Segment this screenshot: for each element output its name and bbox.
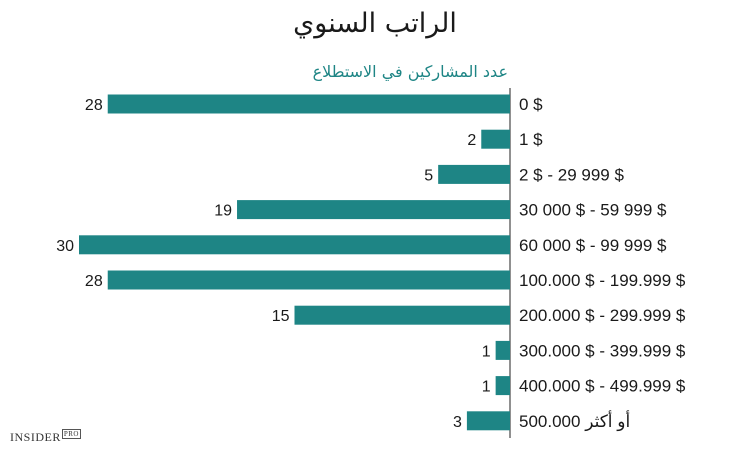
data-label: 28 — [85, 97, 103, 114]
axis-label: عدد المشاركين في الاستطلاع — [312, 62, 508, 81]
data-label: 30 — [56, 238, 74, 255]
bar — [107, 94, 510, 114]
bar — [79, 235, 510, 255]
category-label: 0 $ — [519, 95, 543, 114]
data-label: 15 — [272, 308, 290, 325]
bar — [107, 270, 510, 290]
category-label: 300.000 $ - 399.999 $ — [519, 341, 686, 360]
data-label: 5 — [424, 167, 433, 184]
bar — [495, 376, 510, 396]
brand-logo: INSIDER PRO — [10, 429, 81, 445]
brand-suffix: PRO — [61, 429, 81, 439]
data-label: 3 — [453, 414, 462, 431]
category-label: 1 $ — [519, 130, 543, 149]
bar — [481, 129, 510, 149]
brand-name: INSIDER — [10, 430, 61, 444]
data-label: 28 — [85, 273, 103, 290]
chart-title: الراتب السنوي — [293, 8, 457, 39]
data-label: 19 — [214, 203, 232, 220]
data-label: 1 — [482, 343, 491, 360]
category-label: 60 000 $ - 99 999 $ — [519, 236, 667, 255]
bar — [495, 340, 510, 360]
category-label: 400.000 $ - 499.999 $ — [519, 377, 686, 396]
category-label: 200.000 $ - 299.999 $ — [519, 306, 686, 325]
bar — [294, 305, 510, 325]
bar — [466, 411, 510, 431]
data-label: 2 — [467, 132, 476, 149]
data-label: 1 — [482, 379, 491, 396]
category-label: 2 $ - 29 999 $ — [519, 165, 624, 184]
bar — [237, 200, 511, 220]
bar — [438, 164, 510, 184]
category-label: 500.000 أو أكثر — [519, 410, 630, 432]
category-label: 100.000 $ - 199.999 $ — [519, 271, 686, 290]
category-label: 30 000 $ - 59 999 $ — [519, 201, 667, 220]
